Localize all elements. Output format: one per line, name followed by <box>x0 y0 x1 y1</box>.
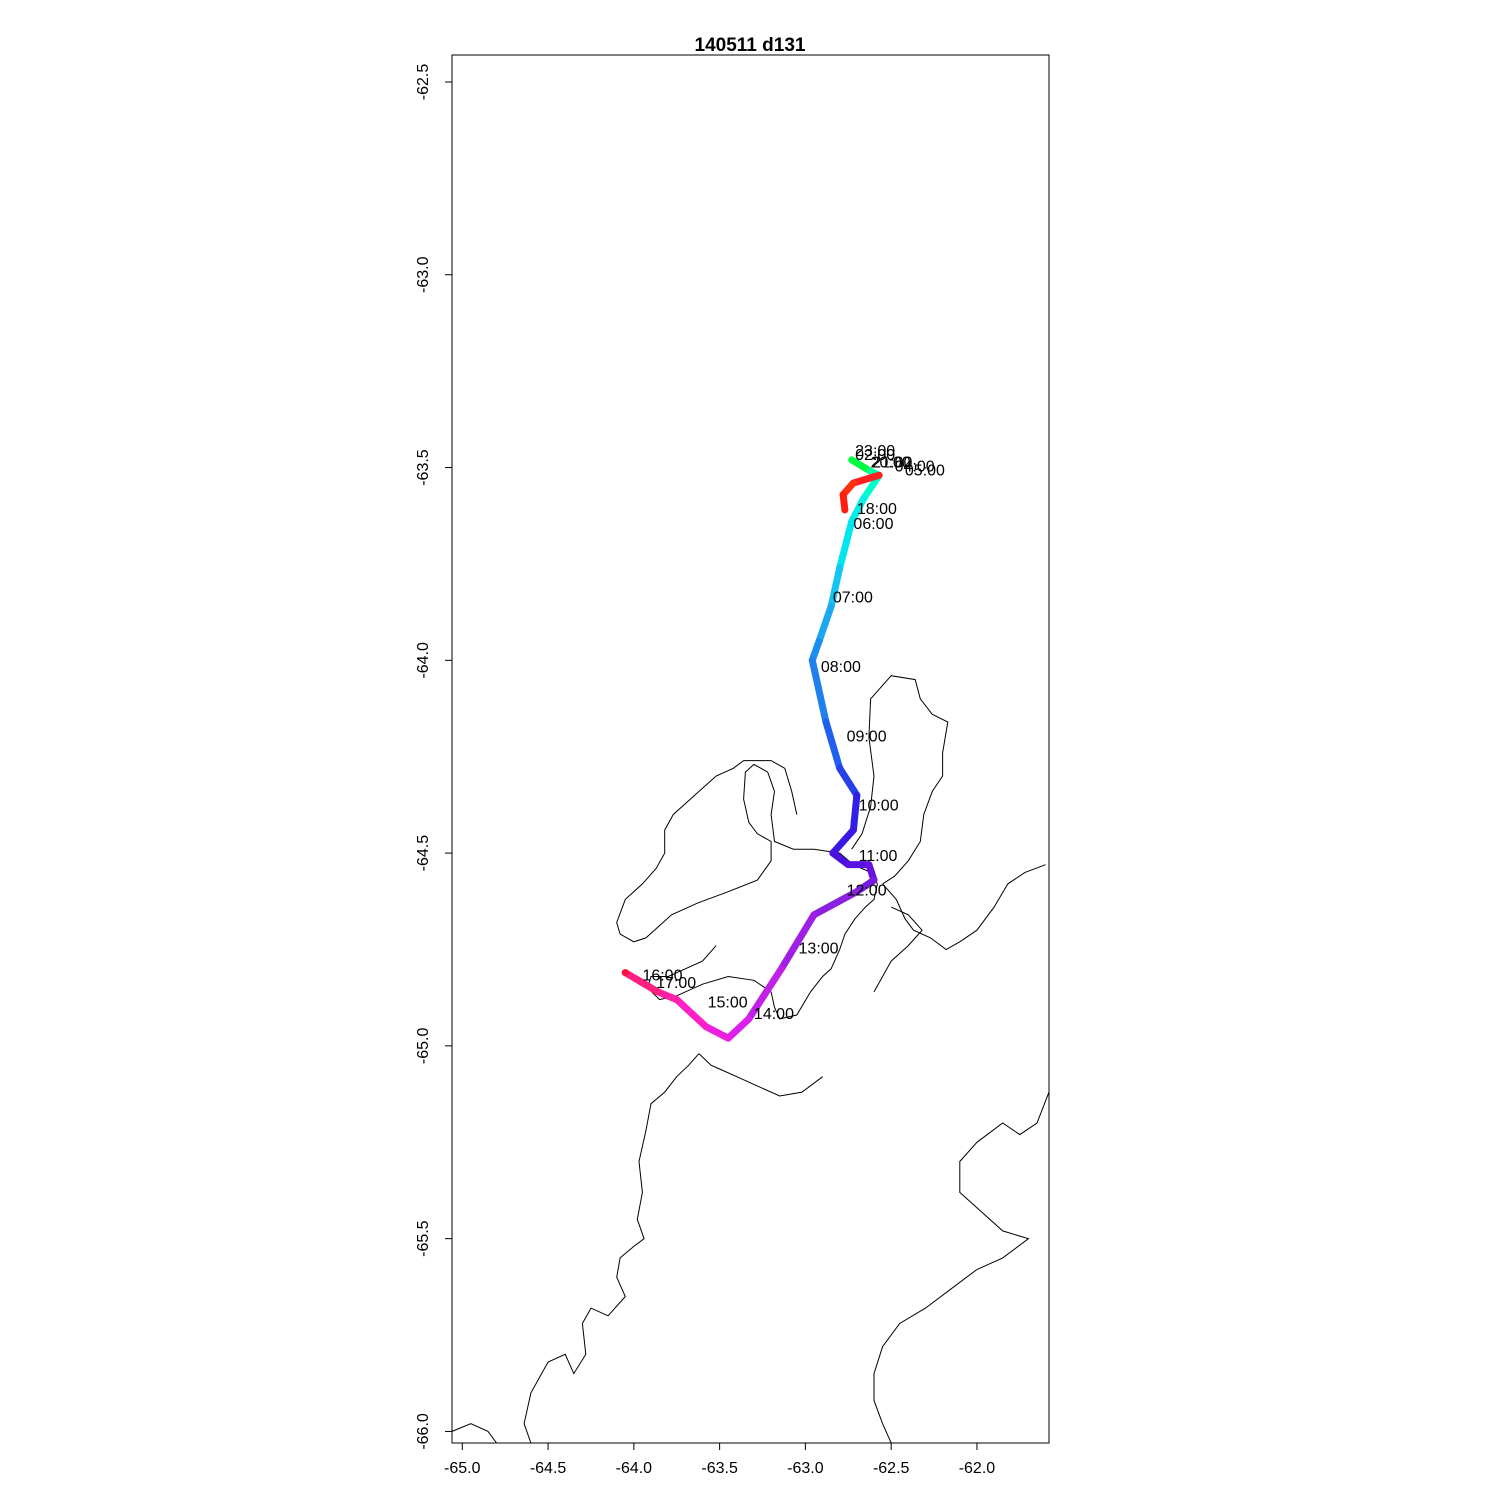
time-label: 02:00 <box>855 447 895 464</box>
time-label: 08:00 <box>821 659 861 676</box>
return-track-segment <box>839 491 849 514</box>
track-segment <box>848 456 875 475</box>
track-segment <box>702 1023 732 1042</box>
y-tick-label: -63.5 <box>415 449 432 486</box>
time-label: 20:00 <box>871 455 911 472</box>
track-segment <box>822 718 844 772</box>
time-label: 06:00 <box>853 516 893 533</box>
x-axis: -65.0 -64.5 -64.0 -63.5 -63.0 -62.5 -62.0 <box>444 1442 996 1477</box>
track-segment <box>621 969 662 996</box>
track-segment <box>724 1015 753 1042</box>
track-segment <box>849 791 861 834</box>
coastline-6 <box>873 1091 1050 1444</box>
time-label: 09:00 <box>847 728 887 745</box>
track-segment <box>673 996 710 1031</box>
plot-frame <box>451 54 1050 1444</box>
coastline-7 <box>451 1423 498 1444</box>
y-axis: -62.5 -63.0 -63.5 -64.0 -64.5 -65.0 -65.5 -66.0 <box>415 64 453 1450</box>
coastline-1 <box>851 675 949 885</box>
time-label: 23:00 <box>855 443 895 460</box>
time-label: 18:00 <box>857 501 897 518</box>
plot-title: 140511 d131 <box>695 35 806 56</box>
time-label: 04:00 <box>895 458 935 475</box>
coastline-2 <box>882 864 1046 951</box>
coastline-3 <box>873 906 923 993</box>
vessel-track <box>621 456 883 1042</box>
y-tick-label: -64.0 <box>415 642 432 679</box>
y-tick-label: -64.5 <box>415 835 432 872</box>
x-tick-label: -62.5 <box>873 1460 910 1477</box>
coastline-0 <box>616 760 878 1020</box>
time-label: 15:00 <box>708 994 748 1011</box>
time-label: 21:00 <box>872 455 912 472</box>
y-tick-label: -66.0 <box>415 1413 432 1450</box>
time-label: 12:00 <box>847 883 887 900</box>
x-tick-label: -63.5 <box>701 1460 738 1477</box>
time-label: 11:00 <box>859 848 898 865</box>
time-label: 13:00 <box>799 940 839 957</box>
track-segment <box>777 911 818 973</box>
x-tick-label: -64.0 <box>616 1460 653 1477</box>
y-tick-label: -65.0 <box>415 1028 432 1065</box>
track-segment <box>808 656 830 726</box>
track-segment <box>810 888 861 919</box>
x-tick-label: -63.0 <box>787 1460 824 1477</box>
x-tick-label: -65.0 <box>444 1460 481 1477</box>
x-tick-label: -64.5 <box>530 1460 567 1477</box>
time-label: 10:00 <box>859 798 899 815</box>
time-label: 17:00 <box>656 975 696 992</box>
time-label: 05:00 <box>905 462 945 479</box>
time-label: 16:00 <box>642 967 682 984</box>
coastline-4 <box>523 1053 700 1444</box>
track-segment <box>745 965 785 1023</box>
coastline-5 <box>698 1053 823 1097</box>
track-segment <box>848 494 868 526</box>
track-segment <box>827 564 844 610</box>
track-segment <box>815 602 835 645</box>
track-segment <box>836 518 856 572</box>
y-tick-label: -65.5 <box>415 1220 432 1257</box>
track-segment <box>829 826 857 857</box>
time-label: 14:00 <box>754 1006 794 1023</box>
coastline-layer <box>451 675 1050 1444</box>
return-track-segment <box>849 471 883 487</box>
time-label: 07:00 <box>833 589 873 606</box>
y-tick-label: -62.5 <box>415 64 432 101</box>
y-tick-label: -63.0 <box>415 256 432 293</box>
track-segment <box>836 764 861 799</box>
x-tick-label: -62.0 <box>959 1460 996 1477</box>
